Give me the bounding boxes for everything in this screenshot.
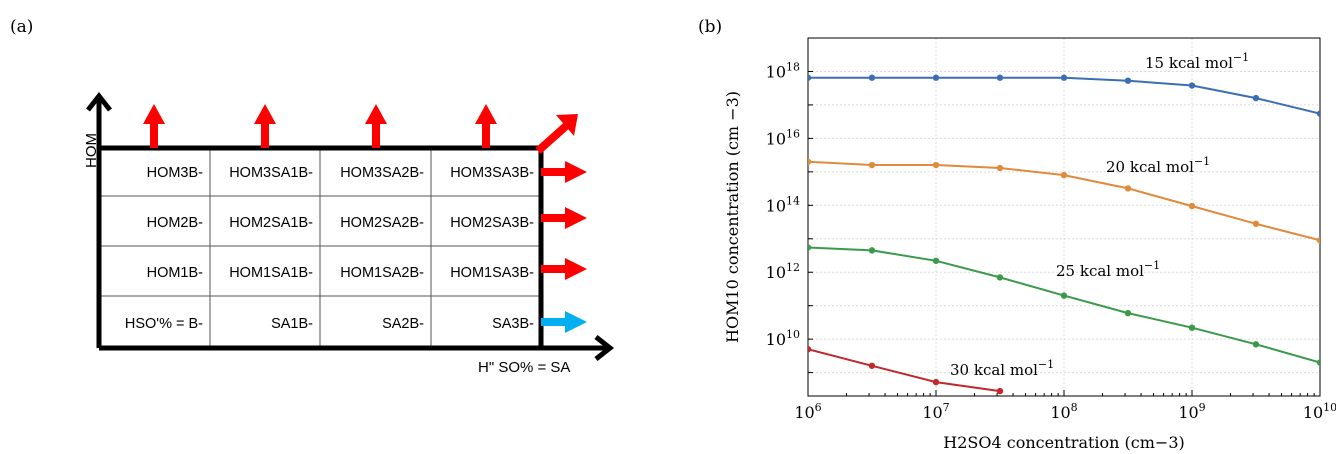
scheme-frame	[99, 145, 544, 348]
series-labels: 15 kcal mol−1 20 kcal mol−1 25 kcal mol−1 3…	[950, 51, 1249, 379]
y-tick-label: 1016	[766, 127, 800, 148]
y-axis-label: HOM10 concentration (cm −3)	[723, 91, 742, 343]
panel-b-chart: (b) 106 107 108 109 1010 1010 1012 1014 1016 1018…	[698, 17, 1336, 452]
cell-hom1sa1b: HOM1SA1B-	[229, 265, 313, 281]
data-point	[932, 378, 940, 386]
y-tick-label: 1014	[766, 194, 800, 215]
series-label: 15 kcal mol−1	[1145, 51, 1249, 72]
data-point	[1316, 110, 1320, 117]
cell-sa3b: SA3B-	[492, 316, 534, 332]
data-point	[1124, 77, 1132, 84]
data-point	[932, 74, 940, 81]
data-point	[808, 244, 812, 251]
cell-hom2sa1b: HOM2SA1B-	[229, 215, 313, 231]
sa-axis-arrowhead	[594, 335, 615, 361]
cell-b: HSO'% = B-	[125, 316, 203, 332]
scheme-cells: HOM3B- HOM3SA1B- HOM3SA2B- HOM3SA3B- HOM…	[125, 165, 534, 332]
x-tick-label: 109	[1178, 401, 1205, 422]
arrow-diagonal	[535, 114, 578, 154]
chart-series	[808, 74, 1320, 395]
data-point	[932, 257, 940, 264]
series-label: 20 kcal mol−1	[1106, 155, 1210, 176]
x-tick-label: 1010	[1303, 401, 1336, 422]
x-tick-label: 107	[922, 401, 949, 422]
arrow-right	[541, 258, 587, 280]
y-tick-label: 1018	[766, 60, 800, 81]
data-point	[868, 74, 876, 81]
data-point	[1188, 324, 1196, 331]
panel-b-label: (b)	[698, 17, 722, 37]
cell-hom2b: HOM2B-	[147, 215, 204, 231]
growth-arrows-right	[541, 161, 587, 333]
data-point	[1252, 341, 1260, 348]
cell-hom3b: HOM3B-	[147, 165, 204, 181]
data-point	[1124, 185, 1132, 192]
data-point	[1188, 82, 1196, 89]
series-line	[808, 348, 1001, 393]
cell-hom3sa2b: HOM3SA2B-	[340, 165, 424, 181]
cell-hom2sa3b: HOM2SA3B-	[450, 215, 534, 231]
data-point	[996, 164, 1004, 172]
x-axis-label: H2SO4 concentration (cm−3)	[943, 433, 1185, 452]
hom-axis-label: HOM	[83, 133, 100, 168]
series-label: 30 kcal mol−1	[950, 358, 1054, 379]
cell-sa2b: SA2B-	[382, 316, 424, 332]
cell-hom3sa3b: HOM3SA3B-	[450, 165, 534, 181]
data-point	[868, 247, 876, 254]
x-tick-label: 108	[1050, 401, 1077, 422]
hom-axis-arrowhead	[86, 91, 112, 112]
cell-hom1b: HOM1B-	[147, 265, 204, 281]
data-point	[996, 274, 1004, 281]
cell-hom1sa2b: HOM1SA2B-	[340, 265, 424, 281]
data-point	[808, 346, 812, 353]
arrow-up	[365, 104, 387, 148]
arrow-up	[143, 104, 165, 148]
cell-hom1sa3b: HOM1SA3B-	[450, 265, 534, 281]
panel-a-label: (a)	[10, 17, 33, 37]
panel-a-scheme: (a) HOM H" SO% = SA	[10, 17, 615, 376]
x-tick-label: 106	[794, 401, 821, 422]
data-point	[868, 161, 876, 169]
cell-hom3sa1b: HOM3SA1B-	[229, 165, 313, 181]
data-point	[1060, 292, 1068, 299]
y-tick-label: 1012	[766, 261, 800, 282]
data-point	[1188, 202, 1196, 210]
data-point	[808, 74, 812, 81]
cell-sa1b: SA1B-	[271, 316, 313, 332]
evaporation-arrows-up	[143, 104, 497, 148]
series-label: 25 kcal mol−1	[1056, 259, 1160, 280]
data-point	[932, 161, 940, 169]
data-point	[808, 158, 812, 165]
data-point	[1060, 171, 1068, 179]
arrow-up	[475, 104, 497, 148]
y-tick-label: 1010	[766, 328, 800, 349]
cell-hom2sa2b: HOM2SA2B-	[340, 215, 424, 231]
chart-gridlines	[807, 38, 1321, 396]
data-point	[1316, 359, 1320, 366]
arrow-up	[254, 104, 276, 148]
data-point	[1252, 220, 1260, 228]
data-point	[1060, 74, 1068, 81]
data-point	[868, 362, 876, 369]
data-point	[996, 387, 1004, 395]
arrow-right-sa	[541, 311, 587, 333]
arrow-right	[541, 207, 587, 229]
chart-ticks: 106 107 108 109 1010 1010 1012 1014 1016 1018	[766, 60, 1336, 422]
data-point	[996, 74, 1004, 81]
data-point	[1316, 237, 1320, 244]
sa-axis-label: H" SO% = SA	[478, 359, 570, 376]
data-point	[1124, 309, 1132, 317]
arrow-right	[541, 161, 587, 183]
scheme-grid-lines	[99, 148, 541, 348]
data-point	[1252, 94, 1260, 102]
